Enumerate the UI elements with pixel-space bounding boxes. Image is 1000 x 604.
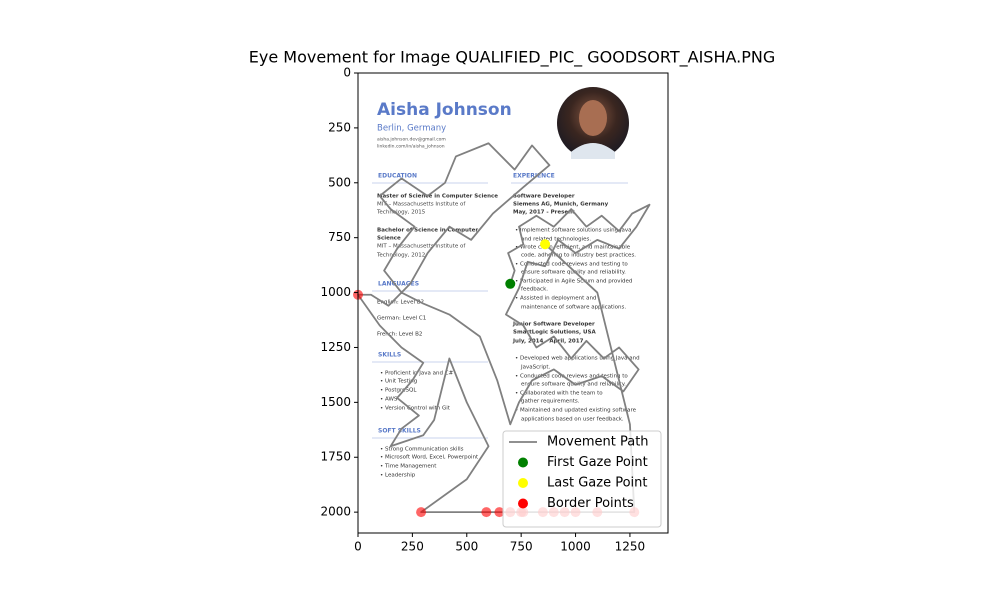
gaze-point — [481, 507, 492, 518]
resume-text: English: Level B2 — [377, 300, 424, 306]
resume-text: MIT – Massachusetts Institute of — [377, 202, 466, 208]
resume-text: linkedin.com/in/aisha_johnson — [377, 144, 445, 150]
resume-text: • Wrote clean, efficient, and maintainab… — [515, 245, 631, 251]
resume-text: Science — [377, 236, 401, 242]
resume-text: Berlin, Germany — [377, 124, 446, 134]
resume-text: Software Developer — [513, 194, 575, 200]
legend-box — [502, 430, 662, 528]
resume-text: MIT – Massachusetts Institute of — [377, 244, 466, 250]
resume-text: and related technologies. — [521, 237, 591, 243]
chart-title: Eye Movement for Image QUALIFIED_PIC_ GO… — [249, 48, 775, 68]
legend-label: Last Gaze Point — [547, 476, 647, 491]
resume-text: • Developed web applications using Java … — [515, 356, 640, 362]
y-tick-label: 500 — [328, 175, 351, 189]
resume-text: French: Level B2 — [377, 332, 422, 338]
resume-text: • Collaborated with the team to — [515, 391, 603, 397]
axes: 0 250 500 750 1000 1250 0 250 500 750 1000 1250 1500… — [320, 66, 645, 554]
legend-label: Movement Path — [547, 435, 649, 450]
resume-text: applications based on user feedback. — [521, 417, 624, 423]
x-tick-label: 0 — [354, 540, 362, 554]
y-tick-label: 1250 — [320, 340, 351, 354]
resume-text: • Time Management — [380, 464, 437, 470]
resume-text: • Assisted in deployment and — [515, 296, 596, 302]
movement-path — [357, 142, 651, 514]
gaze-point — [416, 507, 427, 518]
y-tick-label: 1000 — [320, 285, 351, 299]
resume-text: EXPERIENCE — [513, 173, 555, 180]
legend: Movement Path First Gaze Point Last Gaze P… — [502, 430, 662, 528]
resume-text: Master of Science in Computer Science — [377, 194, 498, 200]
resume-text: ensure software quality and reliability. — [521, 270, 626, 276]
resume-text: JavaScript. — [520, 365, 551, 371]
resume-text: Aisha Johnson — [377, 100, 512, 120]
legend-label: Border Points — [547, 496, 634, 511]
x-tick-label: 750 — [510, 540, 533, 554]
y-tick-label: 1750 — [320, 450, 351, 464]
resume-text: German: Level C1 — [377, 316, 426, 322]
legend-marker — [518, 498, 528, 509]
x-tick-label: 250 — [401, 540, 424, 554]
x-tick-label: 500 — [455, 540, 478, 554]
resume-text: SmartLogic Solutions, USA — [513, 330, 596, 336]
resume-text: • AWS — [380, 397, 398, 403]
resume-text: • Strong Communication skills — [380, 447, 464, 453]
gaze-point — [494, 507, 505, 518]
resume-text: • Conducted code reviews and testing to — [515, 374, 628, 380]
resume-text: July, 2014 - April, 2017 — [512, 339, 584, 345]
resume-text: Technology, 2012 — [376, 253, 425, 259]
gaze-point — [540, 239, 551, 250]
resume-text: feedback. — [521, 287, 548, 293]
resume-text: • PostgreSQL — [380, 388, 417, 394]
legend-label: First Gaze Point — [547, 455, 648, 470]
resume-text: Bachelor of Science in Computer — [377, 228, 478, 234]
profile-face — [579, 100, 607, 136]
resume-text: maintenance of software applications. — [521, 305, 626, 311]
resume-text: Siemens AG, Munich, Germany — [513, 202, 609, 208]
resume-text: gather requirements. — [521, 399, 580, 405]
y-tick-label: 2000 — [320, 505, 351, 519]
resume-text: Technology, 2015 — [376, 210, 426, 216]
resume-text: • Unit Testing — [380, 379, 417, 385]
resume-text: • Conducted code reviews and testing to — [515, 262, 628, 268]
y-tick-label: 750 — [328, 230, 351, 244]
resume-text: Junior Software Developer — [512, 322, 595, 328]
y-tick-label: 0 — [343, 66, 351, 80]
resume-text: • Implement software solutions using Jav… — [515, 228, 632, 234]
resume-text: aisha.johnson.dev@gmail.com — [377, 137, 446, 143]
legend-marker — [518, 457, 528, 468]
y-tick-label: 250 — [328, 120, 351, 134]
x-tick-label: 1250 — [615, 540, 646, 554]
resume-text: EDUCATION — [378, 173, 417, 180]
resume-text: SKILLS — [378, 352, 401, 359]
gaze-point — [505, 278, 516, 289]
resume-text: LANGUAGES — [378, 281, 419, 288]
resume-text: • Participated in Agile Scrum and provid… — [515, 279, 632, 285]
x-tick-label: 1000 — [560, 540, 591, 554]
resume-text: • Leadership — [380, 473, 416, 479]
y-tick-label: 1500 — [320, 395, 351, 409]
profile-shirt — [571, 143, 615, 159]
resume-text: May, 2017 - Present — [513, 210, 575, 216]
resume-text: • Version Control with Git — [380, 406, 451, 412]
legend-marker — [518, 478, 528, 488]
resume-text: code, adhering to industry best practice… — [521, 253, 636, 259]
axes-frame — [357, 72, 669, 534]
resume-text: • Microsoft Word, Excel, Powerpoint — [380, 455, 479, 461]
resume-text: • Maintained and updated existing softwa… — [515, 408, 637, 414]
